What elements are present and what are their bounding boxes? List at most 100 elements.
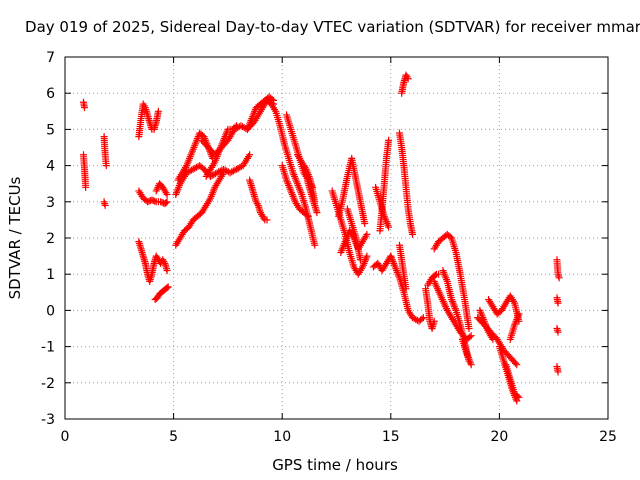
data-point <box>162 199 170 207</box>
data-point <box>489 335 497 343</box>
data-point <box>554 328 562 336</box>
y-tick-label: -1 <box>41 340 55 356</box>
data-point <box>466 333 474 341</box>
series-track-p <box>246 176 271 224</box>
data-point <box>101 201 109 209</box>
data-point <box>515 393 523 401</box>
series-track-av <box>553 363 562 376</box>
x-tick-label: 5 <box>169 429 178 445</box>
series-track-e <box>135 100 162 141</box>
series-track-ad <box>398 71 412 97</box>
data-point <box>163 198 171 206</box>
data-point <box>511 359 519 367</box>
series-track-ag <box>422 285 438 332</box>
series-track-c <box>100 133 110 170</box>
data-point <box>151 197 159 205</box>
data-point <box>231 123 239 131</box>
series-track-at <box>553 294 562 307</box>
data-point <box>356 256 364 264</box>
data-point <box>467 361 475 369</box>
data-point <box>220 169 228 177</box>
data-point <box>554 368 562 376</box>
data-point <box>514 392 521 400</box>
data-point <box>385 223 393 231</box>
data-point <box>313 209 321 217</box>
x-axis-label: GPS time / hours <box>272 456 398 474</box>
axes: 0 5 10 15 20 25 -3 -2 -1 0 1 2 3 4 5 6 7 <box>41 50 617 445</box>
series-track-ac <box>387 252 427 325</box>
series-track-y <box>343 205 364 264</box>
data-point <box>409 230 417 238</box>
data-point <box>268 95 276 103</box>
y-axis-label: SDTVAR / TECUs <box>6 176 24 299</box>
data-point <box>363 252 371 260</box>
x-tick-label: 10 <box>273 429 291 445</box>
data-point <box>402 285 410 293</box>
data-point <box>361 220 369 228</box>
data-point <box>81 104 89 112</box>
series-track-f <box>135 187 171 208</box>
series-track-b <box>79 98 89 112</box>
series-track-q <box>263 96 319 249</box>
data-point <box>430 317 438 325</box>
data-point <box>163 284 171 292</box>
x-tick-label: 20 <box>490 429 508 445</box>
chart-title: Day 019 of 2025, Sidereal Day-to-day VTE… <box>25 18 640 36</box>
data-point <box>431 271 439 279</box>
series-track-d <box>100 198 109 209</box>
y-tick-label: -2 <box>41 376 55 392</box>
y-tick-label: 5 <box>46 122 55 138</box>
data-point <box>555 274 563 282</box>
series-track-aq <box>502 361 523 401</box>
data-point <box>554 299 562 307</box>
y-tick-label: 7 <box>46 50 55 66</box>
data-point <box>515 310 523 318</box>
data-point <box>404 75 412 83</box>
series-track-g <box>152 180 171 199</box>
series-track-al <box>458 335 475 369</box>
y-tick-label: 4 <box>46 159 55 175</box>
data-point <box>311 241 319 249</box>
y-tick-label: 0 <box>46 303 55 319</box>
series-track-an <box>476 306 497 343</box>
x-tick-label: 15 <box>382 429 400 445</box>
x-tick-label: 0 <box>61 429 70 445</box>
series-track-n <box>202 122 241 180</box>
data-point <box>304 212 312 220</box>
series-track-h <box>135 238 171 285</box>
data-point <box>154 107 162 115</box>
data-point <box>513 361 521 369</box>
series-track-ae <box>395 129 417 238</box>
y-tick-label: 6 <box>46 86 55 102</box>
series-track-ab <box>372 183 393 231</box>
y-tick-label: 2 <box>46 231 55 247</box>
data-point <box>385 136 393 144</box>
series-track-o <box>243 93 278 133</box>
data-points <box>79 71 563 405</box>
series-track-ai <box>430 230 473 332</box>
series-track-au <box>553 325 562 336</box>
series-track-j <box>172 151 254 199</box>
series-track-as <box>553 256 563 282</box>
data-point <box>233 122 241 130</box>
data-point <box>513 397 521 405</box>
x-tick-label: 25 <box>599 429 617 445</box>
data-point <box>163 191 171 199</box>
data-point <box>263 216 271 224</box>
series-track-a <box>79 151 90 191</box>
data-point <box>467 332 475 340</box>
series-track-w <box>335 154 369 228</box>
data-point <box>363 230 371 238</box>
y-tick-label: 3 <box>46 195 55 211</box>
data-point <box>270 96 278 104</box>
data-point <box>164 283 172 291</box>
data-point <box>419 314 427 322</box>
series-track-af <box>395 241 410 293</box>
data-point <box>465 325 473 332</box>
series-track-m <box>172 169 228 249</box>
series-track-ar <box>506 310 523 343</box>
y-tick-label: 1 <box>46 267 55 283</box>
series-track-i <box>151 283 172 304</box>
